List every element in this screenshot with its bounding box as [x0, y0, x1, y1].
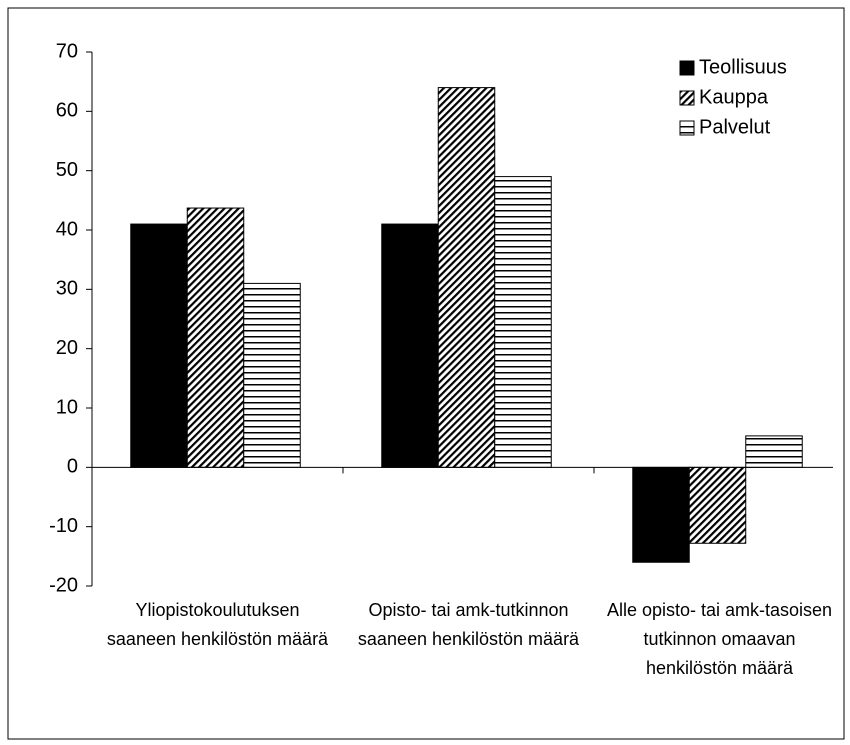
y-tick-label: 0	[67, 456, 78, 478]
bar	[494, 176, 552, 468]
x-tick-label-box: Opisto- tai amk-tutkinnon saaneen henkil…	[357, 600, 580, 649]
bar	[632, 466, 690, 563]
bar	[437, 87, 496, 468]
frame	[7, 7, 845, 740]
y-tick-label: -10	[49, 515, 78, 537]
bar	[745, 435, 803, 468]
y-tick-label: 50	[56, 159, 78, 181]
bar	[688, 466, 747, 544]
bar	[243, 282, 301, 468]
bar	[381, 223, 439, 468]
legend-label: Kauppa	[699, 86, 769, 108]
y-tick-label: 20	[56, 337, 78, 359]
legend-label: Teollisuus	[699, 56, 787, 78]
y-tick-label: 30	[56, 278, 78, 300]
x-tick-label-box: Alle opisto- tai amk-tasoisen tutkinnon …	[606, 600, 833, 678]
x-tick-label: Opisto- tai amk-tutkinnon saaneen henkil…	[357, 600, 580, 649]
legend-swatch	[679, 90, 695, 106]
y-tick-label: 40	[56, 218, 78, 240]
legend-label: Palvelut	[699, 116, 771, 138]
y-tick-label: 10	[56, 396, 78, 418]
legend-swatch	[679, 60, 695, 76]
y-tick-label: 60	[56, 100, 78, 122]
y-tick-label: -20	[49, 574, 78, 596]
y-tick-label: 70	[56, 40, 78, 62]
legend-swatch	[679, 120, 695, 136]
x-tick-label-box: Yliopistokoulutuksen saaneen henkilöstön…	[106, 600, 329, 649]
x-tick-label: Alle opisto- tai amk-tasoisen tutkinnon …	[606, 600, 833, 678]
bar	[130, 223, 188, 468]
bar	[186, 207, 245, 468]
x-tick-label: Yliopistokoulutuksen saaneen henkilöstön…	[106, 600, 329, 649]
